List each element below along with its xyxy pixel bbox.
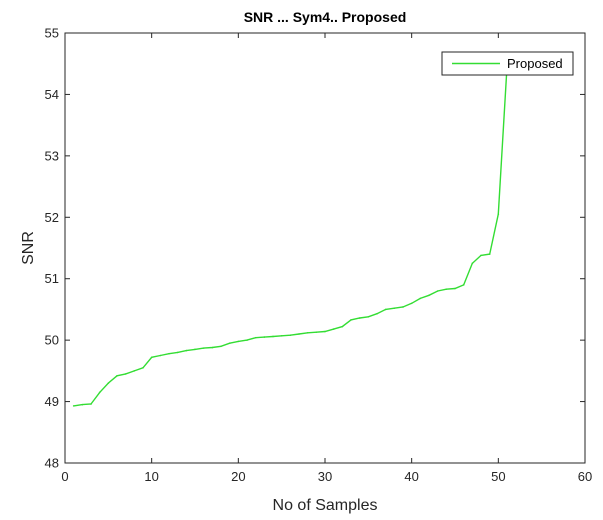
data-point [420,298,422,300]
data-point [437,290,439,292]
legend-label-proposed: Proposed [507,56,563,71]
data-point [402,306,404,308]
data-point [238,341,240,343]
data-point [168,353,170,355]
data-point [220,345,222,347]
data-point [99,392,101,394]
data-point [324,331,326,333]
y-tick-label: 52 [45,210,59,225]
x-tick-label: 30 [318,469,332,484]
data-point [446,288,448,290]
data-point [212,347,214,349]
chart-title: SNR ... Sym4.. Proposed [244,9,407,25]
data-point [73,405,75,407]
data-point [194,349,196,351]
data-point [350,319,352,321]
data-point [264,336,266,338]
data-point [203,347,205,349]
x-axis-title: No of Samples [273,497,378,514]
data-point [454,288,456,290]
data-point [151,357,153,359]
data-point [376,313,378,315]
data-point [160,355,162,357]
data-point [142,367,144,369]
data-point [90,403,92,405]
data-point [125,373,127,375]
x-tick-label: 60 [578,469,592,484]
data-point [316,331,318,333]
data-point [108,382,110,384]
data-point [116,375,118,377]
data-point [463,284,465,286]
x-tick-label: 20 [231,469,245,484]
data-point [290,334,292,336]
y-tick-label: 53 [45,148,59,163]
data-point [134,370,136,372]
x-tick-label: 0 [61,469,68,484]
x-tick-label: 10 [144,469,158,484]
data-point [186,350,188,352]
data-point [246,339,248,341]
y-tick-label: 50 [45,333,59,348]
data-point [255,337,257,339]
data-point [342,326,344,328]
data-point [411,302,413,304]
data-point [298,333,300,335]
data-point [428,295,430,297]
data-point [333,328,335,330]
y-tick-label: 49 [45,394,59,409]
data-point [82,404,84,406]
data-point [472,263,474,265]
data-point [498,213,500,215]
data-point [177,352,179,354]
y-tick-label: 51 [45,271,59,286]
data-point [272,336,274,338]
data-point [480,255,482,257]
data-point [359,317,361,319]
data-point [307,332,309,334]
plot-area [65,33,585,463]
x-tick-label: 40 [404,469,418,484]
data-point [368,316,370,318]
y-axis-title: SNR [20,231,37,265]
data-point [281,335,283,337]
y-tick-label: 48 [45,456,59,471]
y-tick-label: 55 [45,26,59,41]
x-tick-label: 50 [491,469,505,484]
data-point [489,253,491,255]
data-point [385,309,387,311]
y-tick-label: 54 [45,87,59,102]
data-point [229,342,231,344]
legend: Proposed [442,52,573,75]
data-point [394,307,396,309]
